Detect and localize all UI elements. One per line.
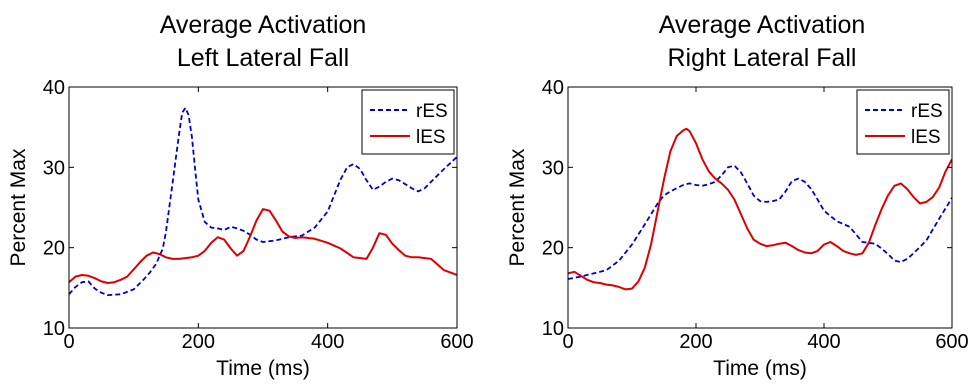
y-tick-label: 20 — [542, 238, 564, 260]
x-axis-label: Time (ms) — [216, 357, 310, 380]
x-tick-label: 200 — [182, 331, 215, 353]
series-line-rES — [568, 164, 952, 280]
x-tick-label: 0 — [63, 331, 74, 353]
y-axis-label: Percent Max — [506, 148, 529, 266]
legend-label-rES: rES — [416, 101, 448, 122]
y-tick-label: 10 — [43, 318, 65, 340]
legend-box — [856, 89, 950, 155]
y-tick-label: 40 — [43, 77, 65, 99]
x-tick-label: 600 — [935, 331, 968, 353]
chart-title: Average Activation — [659, 11, 866, 39]
legend-label-lES: lES — [911, 127, 941, 148]
y-tick-label: 30 — [542, 157, 564, 179]
x-tick-label: 400 — [311, 331, 344, 353]
x-axis-label: Time (ms) — [713, 357, 807, 380]
x-tick-label: 600 — [440, 331, 473, 353]
y-axis-label: Percent Max — [7, 148, 30, 266]
axes-box — [567, 86, 953, 329]
legend-label-lES: lES — [416, 127, 446, 148]
legend-box — [361, 89, 455, 155]
series-line-rES — [69, 107, 457, 297]
x-tick-label: 200 — [679, 331, 712, 353]
chart-right-lateral-fall: Average Activation Right Lateral Fall 0 200… — [506, 11, 969, 380]
y-tick-label: 20 — [43, 238, 65, 260]
y-tick-label: 10 — [542, 318, 564, 340]
chart-left-lateral-fall: Average Activation Left Lateral Fall 0 200 4… — [7, 11, 474, 380]
legend: rES lES — [361, 89, 455, 155]
chart-subtitle: Left Lateral Fall — [177, 44, 349, 72]
series-line-lES — [568, 127, 952, 291]
legend: rES lES — [856, 89, 950, 155]
legend-label-rES: rES — [911, 101, 943, 122]
axes-box — [68, 86, 458, 329]
x-tick-label: 0 — [562, 331, 573, 353]
chart-title: Average Activation — [160, 11, 367, 39]
y-tick-label: 40 — [542, 77, 564, 99]
x-tick-label: 400 — [807, 331, 840, 353]
y-tick-label: 30 — [43, 157, 65, 179]
series-line-lES — [69, 208, 457, 284]
chart-subtitle: Right Lateral Fall — [668, 44, 857, 72]
